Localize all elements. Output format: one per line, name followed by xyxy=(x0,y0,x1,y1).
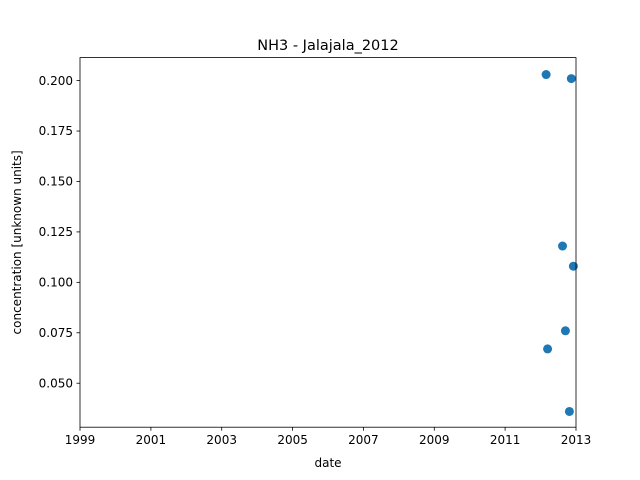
data-point xyxy=(543,344,553,354)
data-point xyxy=(541,70,551,80)
data-point xyxy=(566,74,576,84)
x-tick-label: 2011 xyxy=(490,433,521,447)
data-point xyxy=(564,406,574,416)
x-axis-label: date xyxy=(314,456,341,470)
plot-area: 1999 2001 2003 2005 2007 2009 2011 2013 0.0500.… xyxy=(39,57,592,447)
chart-title: NH3 - Jalajala_2012 xyxy=(257,38,398,54)
y-tick-label: 0.175 xyxy=(39,124,73,138)
x-tick-label: 2007 xyxy=(348,433,379,447)
y-tick-label: 0.100 xyxy=(39,276,73,290)
axes-frame xyxy=(79,57,577,428)
y-tick-label: 0.200 xyxy=(39,74,73,88)
y-tick-label: 0.075 xyxy=(39,326,73,340)
x-axis-ticks: 1999 2001 2003 2005 2007 2009 2011 2013 xyxy=(65,427,592,447)
data-point xyxy=(560,326,570,336)
x-tick-label: 2003 xyxy=(206,433,237,447)
data-point xyxy=(568,261,578,271)
y-axis-label: concentration [unknown units] xyxy=(10,150,24,334)
data-point xyxy=(558,241,568,251)
y-tick-label: 0.050 xyxy=(39,376,73,390)
y-tick-label: 0.150 xyxy=(39,175,73,189)
x-tick-label: 2009 xyxy=(419,433,450,447)
x-tick-label: 2001 xyxy=(136,433,167,447)
y-axis-ticks: 0.050 0.075 0.100 0.125 0.150 0.175 0.200 xyxy=(39,74,80,390)
x-tick-label: 2013 xyxy=(561,433,592,447)
x-tick-label: 2005 xyxy=(277,433,308,447)
y-tick-label: 0.125 xyxy=(39,225,73,239)
x-tick-label: 1999 xyxy=(65,433,96,447)
